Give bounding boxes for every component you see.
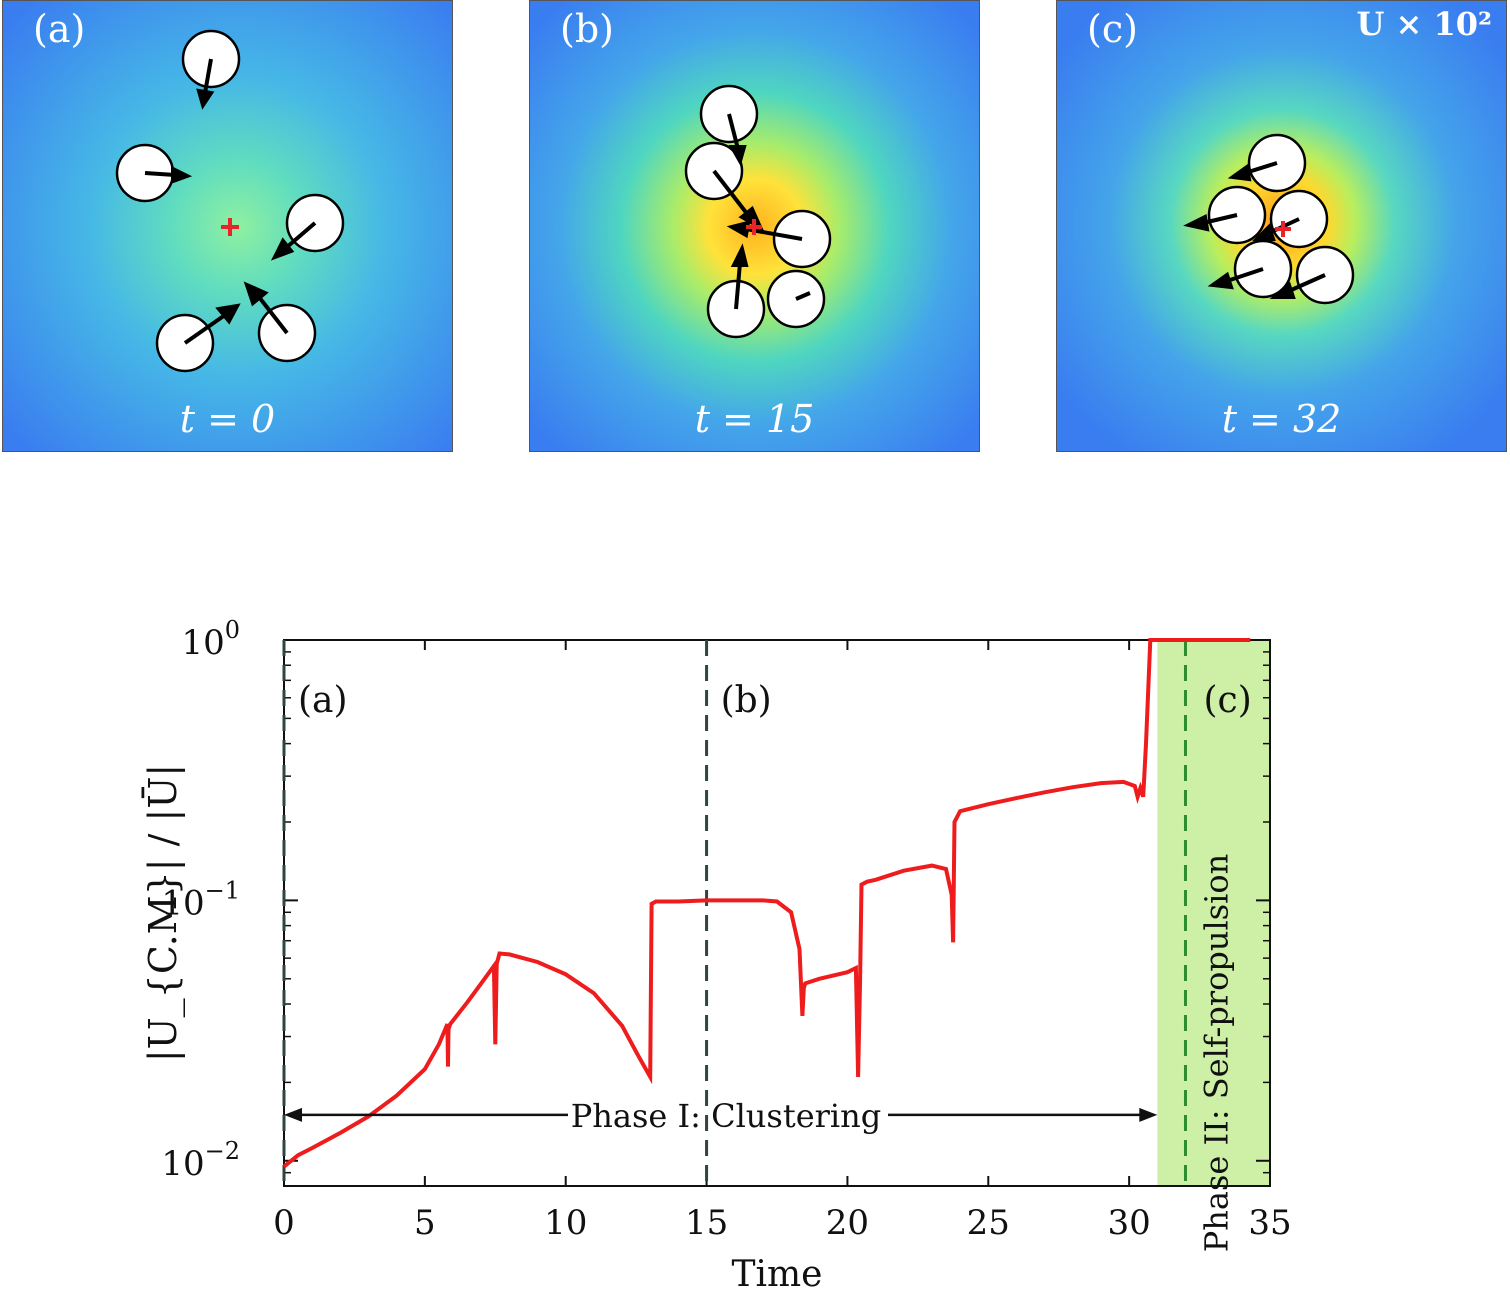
- time-label: t = 0: [179, 397, 276, 441]
- y-axis-label-text: |U_{C.M}| / |Ū|: [141, 764, 186, 1062]
- cm-velocity-chart: 0 5 10 15 20 25 30 35 10−2 10−1 100 (a) (b) (c) Phas…: [141, 616, 1292, 1294]
- x-tick-label: 25: [967, 1203, 1010, 1243]
- x-tick-label: 35: [1248, 1203, 1291, 1243]
- phase-ii-region: [1157, 640, 1270, 1186]
- snapshot-panel-c: (c) U × 10² t = 32: [1056, 0, 1507, 452]
- field-map-b: [530, 1, 979, 451]
- x-tick-label: 30: [1108, 1203, 1151, 1243]
- x-tick-label: 5: [414, 1203, 436, 1243]
- time-label: t = 32: [1221, 397, 1342, 441]
- snapshot-markers: (a) (b) (c): [282, 640, 1252, 1186]
- field-map-a: [3, 1, 452, 451]
- x-tick-label: 10: [544, 1203, 587, 1243]
- phase-i-label: Phase I: Clustering: [571, 1097, 882, 1135]
- snapshot-marker-label: (c): [1203, 680, 1251, 721]
- annotations: Phase I: Clustering Phase II: Self-propul…: [284, 854, 1236, 1253]
- y-tick-label: 10−2: [161, 1137, 240, 1184]
- y-tick-label: 10−1: [161, 876, 240, 923]
- panel-label: (c): [1087, 7, 1138, 51]
- center-of-mass-marker: [221, 218, 239, 236]
- y-tick-label: 100: [181, 616, 240, 663]
- panel-label: (b): [560, 7, 614, 51]
- panel-label: (a): [33, 7, 86, 51]
- axis-ticks: 0 5 10 15 20 25 30 35 10−2 10−1 100: [161, 616, 1291, 1243]
- phase-i-arrowhead-right: [1139, 1107, 1158, 1122]
- x-axis-label: Time: [732, 1254, 823, 1294]
- snapshot-marker-label: (b): [721, 680, 772, 721]
- x-tick-label: 20: [826, 1203, 869, 1243]
- phase-ii-label: Phase II: Self-propulsion: [1198, 854, 1236, 1253]
- snapshot-panel-a: (a) t = 0: [2, 0, 453, 452]
- y-axis-label: |U_{C.M}| / |Ū|: [141, 764, 186, 1062]
- snapshot-marker-label: (a): [298, 680, 348, 721]
- center-of-mass-marker: [746, 219, 762, 235]
- snapshot-panel-b: (b) t = 15: [529, 0, 980, 452]
- phase-i-arrowhead-left: [284, 1107, 302, 1122]
- speed-scale-label: U × 10²: [1356, 5, 1492, 43]
- time-label: t = 15: [694, 397, 815, 441]
- velocity-arrows-a: [144, 58, 317, 345]
- velocity-curve: [282, 638, 1251, 1169]
- x-tick-label: 15: [685, 1203, 728, 1243]
- field-map-c: [1057, 1, 1506, 451]
- center-of-mass-marker: [1275, 221, 1291, 237]
- velocity-arrows-c: [1183, 161, 1326, 299]
- x-tick-label: 0: [273, 1203, 295, 1243]
